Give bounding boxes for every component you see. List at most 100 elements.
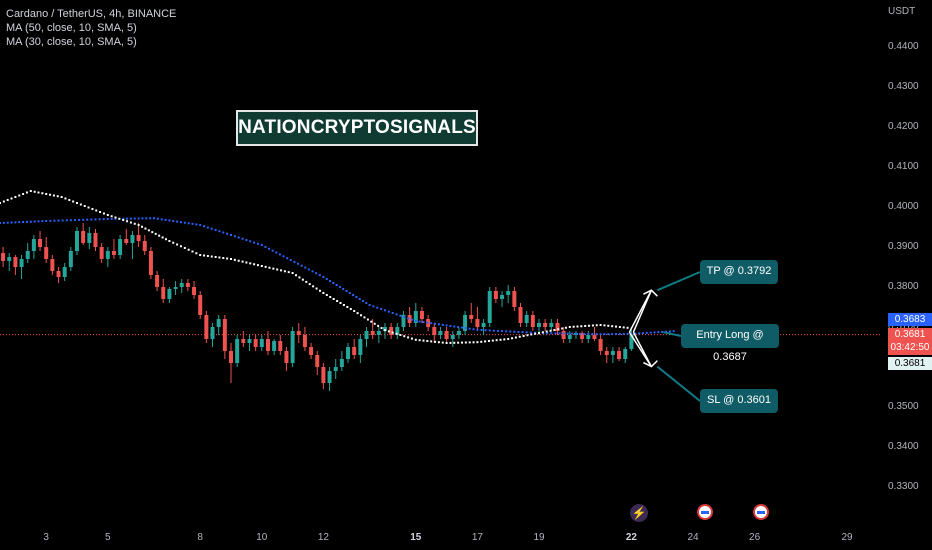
ma30-point <box>468 341 471 344</box>
us-flag-icon[interactable] <box>697 504 713 520</box>
ma50-point <box>245 239 248 241</box>
ma50-point <box>256 242 259 245</box>
ma30-point <box>226 257 229 260</box>
candle-body <box>358 339 363 355</box>
ma30-point <box>230 258 232 260</box>
ma30-point <box>256 264 259 267</box>
candle-body <box>346 347 351 359</box>
ma30-point <box>29 190 32 192</box>
ma30-point <box>584 325 587 327</box>
candle-body <box>25 251 30 259</box>
ma30-point <box>118 217 121 220</box>
ma50-point <box>476 328 479 331</box>
us-flag-icon[interactable] <box>753 504 769 520</box>
ma50-point <box>195 223 198 226</box>
ma30-point <box>154 232 157 235</box>
ma30-point <box>6 199 9 201</box>
ma30-point <box>453 341 456 344</box>
ma50-point <box>210 227 213 230</box>
lightning-icon[interactable]: ⚡ <box>630 504 648 522</box>
y-tick-label: 0.4200 <box>888 121 919 132</box>
ma50-point <box>391 312 394 314</box>
candle-body <box>185 283 190 287</box>
candle-body <box>321 367 326 383</box>
ma50-point <box>90 218 93 221</box>
ma50-point <box>249 240 252 243</box>
ma30-point <box>507 338 510 340</box>
ma30-point <box>430 340 433 343</box>
candle-body <box>148 251 153 275</box>
ma30-point <box>495 339 498 342</box>
candle-body <box>284 351 289 363</box>
ma50-point <box>345 290 348 292</box>
ma50-point <box>22 221 25 223</box>
ma50-point <box>149 217 152 220</box>
ma30-point <box>295 274 298 277</box>
y-tick-label: 0.3700 <box>888 321 919 332</box>
ma50-legend[interactable]: MA (50, close, 10, SMA, 5) <box>6 22 137 34</box>
ma30-point <box>91 208 94 210</box>
ma50-point <box>14 221 17 224</box>
candle-body <box>524 315 529 323</box>
ma30-point <box>329 296 332 298</box>
ma30-point <box>141 225 144 228</box>
ma30-point <box>151 231 154 234</box>
candle-body <box>370 331 375 335</box>
candle-body <box>155 275 160 287</box>
ma30-point <box>241 260 244 263</box>
ma30-point <box>530 333 533 336</box>
candle-body <box>68 251 73 267</box>
ma50-point <box>41 220 44 223</box>
ma30-point <box>511 337 514 340</box>
ma30-legend[interactable]: MA (30, close, 10, SMA, 5) <box>6 36 137 48</box>
ma50-point <box>661 330 664 333</box>
ma50-point <box>241 237 244 240</box>
ma50-point <box>226 232 229 235</box>
ma50-point <box>286 257 289 260</box>
candle-body <box>118 239 123 255</box>
ma50-point <box>78 218 81 221</box>
ma30-point <box>253 263 256 266</box>
candle-body <box>463 315 468 331</box>
ma30-point <box>10 197 13 200</box>
candle-body <box>506 291 511 295</box>
ma30-point <box>191 250 194 253</box>
ma30-point <box>391 331 394 334</box>
candle-body <box>389 327 394 335</box>
ma50-point <box>505 330 508 333</box>
candle-body <box>229 351 233 363</box>
ma30-point <box>312 285 315 288</box>
ma50-point <box>461 326 463 329</box>
ma30-point <box>218 256 221 259</box>
ma30-point <box>342 304 345 306</box>
y-tick-label: 0.4100 <box>888 161 919 172</box>
candle-body <box>450 335 455 339</box>
ma50-point <box>6 221 9 224</box>
ma50-point <box>191 222 194 225</box>
ma50-point <box>160 218 163 221</box>
chart-legend: Cardano / TetherUS, 4h, BINANCE MA (50, … <box>6 7 176 49</box>
ma30-point <box>514 336 517 339</box>
ma30-point <box>346 306 349 308</box>
ma50-point <box>464 327 467 330</box>
ma50-point <box>380 308 383 310</box>
ma50-point <box>546 332 549 335</box>
ma30-point <box>518 335 521 338</box>
ma30-point <box>144 227 147 230</box>
ma50-point <box>329 280 331 282</box>
ma50-point <box>672 330 675 333</box>
ma50-point <box>126 217 129 220</box>
ma50-point <box>480 329 483 332</box>
ma30-point <box>522 335 525 337</box>
symbol-title[interactable]: Cardano / TetherUS, 4h, BINANCE <box>6 8 177 20</box>
ma50-point <box>591 333 594 336</box>
candle-body <box>567 335 572 339</box>
ma50-point <box>332 282 335 284</box>
x-tick-label: 15 <box>410 532 422 543</box>
ma50-point <box>260 244 263 246</box>
ma50-point <box>289 259 292 262</box>
tp-arrow-left <box>628 289 653 333</box>
ma50-point <box>457 326 460 329</box>
candle-body <box>518 307 523 323</box>
